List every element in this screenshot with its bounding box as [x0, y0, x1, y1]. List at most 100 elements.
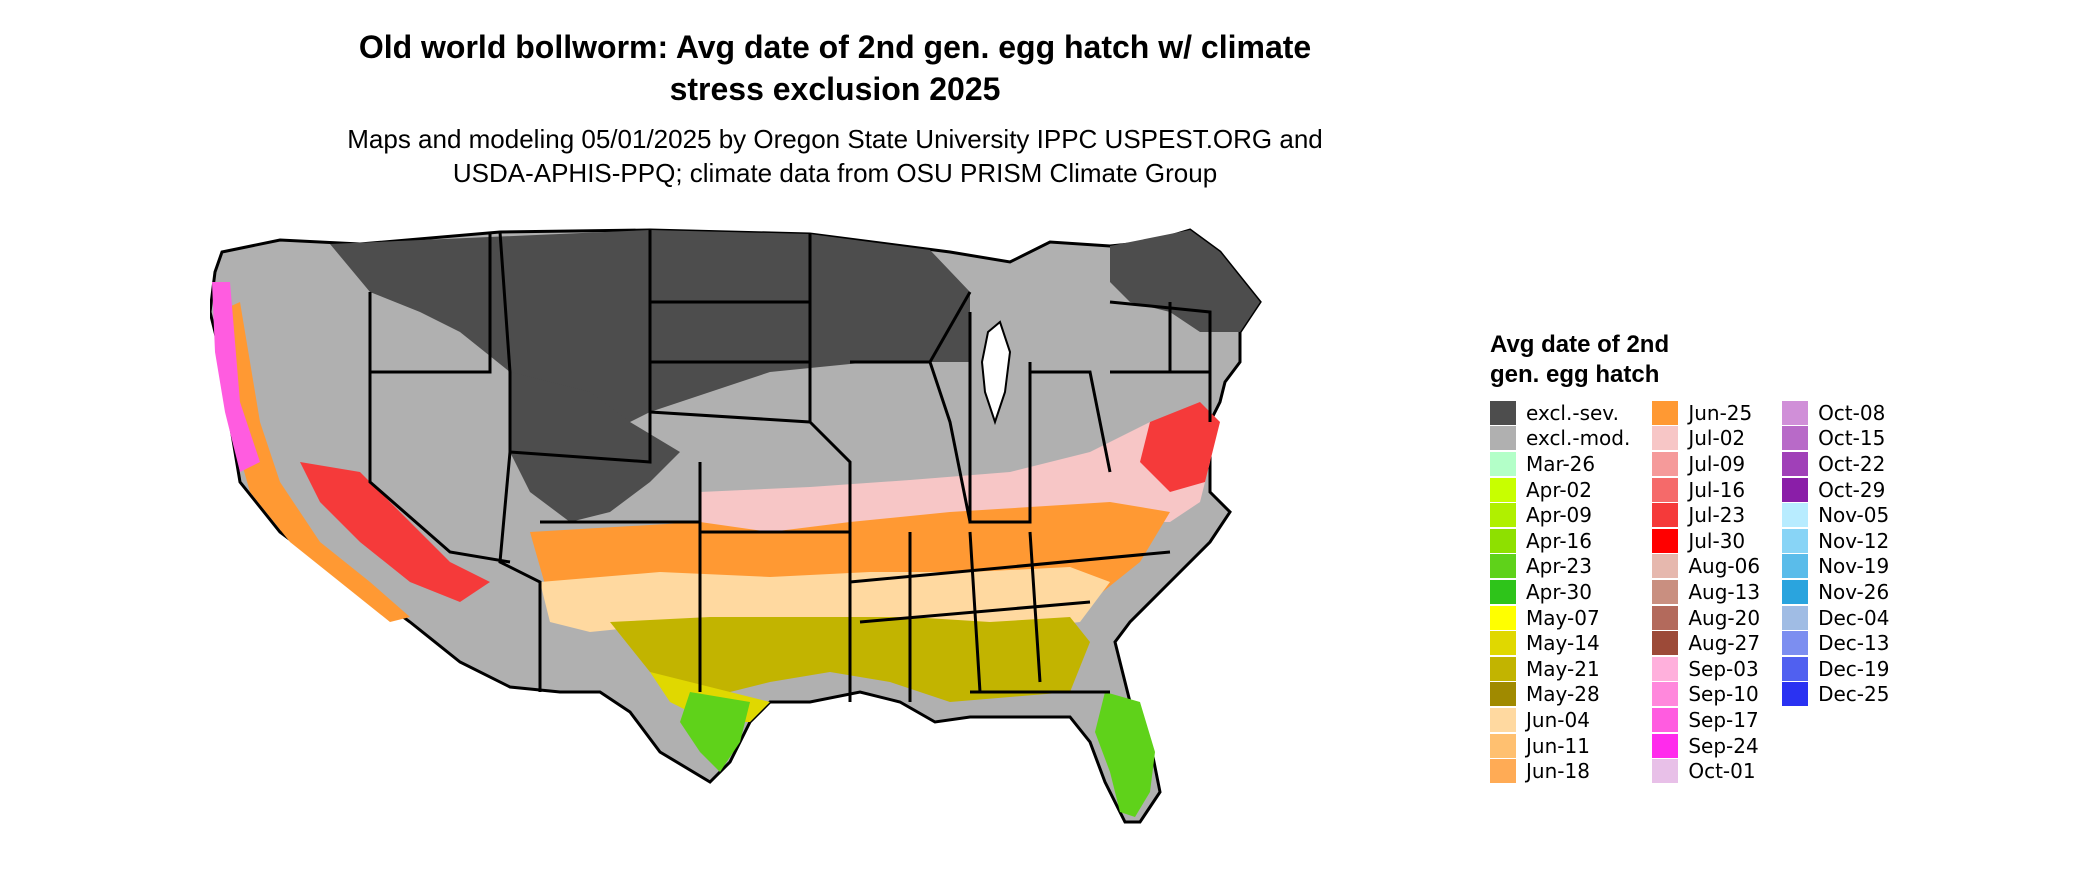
legend-swatch — [1652, 759, 1679, 784]
border-nd-sd — [650, 300, 810, 364]
legend-swatch — [1782, 631, 1809, 656]
legend-label: Sep-03 — [1688, 656, 1759, 681]
legend-label: Sep-17 — [1688, 707, 1759, 732]
legend-label: Aug-13 — [1688, 579, 1761, 604]
legend-swatch — [1652, 605, 1679, 630]
legend-item: Jun-04 — [1490, 707, 1630, 733]
legend-label: Jun-11 — [1526, 733, 1590, 758]
legend-item: May-07 — [1490, 605, 1630, 631]
legend-label: Oct-08 — [1818, 400, 1886, 425]
legend-swatch — [1782, 656, 1809, 681]
legend-label: Jun-18 — [1526, 759, 1590, 784]
legend-label: Apr-09 — [1526, 503, 1592, 528]
legend-swatch — [1652, 528, 1679, 553]
legend-swatch — [1652, 579, 1679, 604]
legend-swatch — [1782, 554, 1809, 579]
legend-item: Oct-08 — [1782, 400, 1889, 426]
legend-item: Oct-15 — [1782, 426, 1889, 452]
legend-label: Oct-29 — [1818, 477, 1886, 502]
legend-swatch — [1782, 605, 1809, 630]
legend-label: Dec-04 — [1818, 605, 1890, 630]
legend-item: May-28 — [1490, 682, 1630, 708]
legend-item: Nov-19 — [1782, 554, 1889, 580]
legend-swatch — [1652, 682, 1679, 707]
legend-title-line-1: Avg date of 2nd — [1490, 331, 1670, 358]
legend-swatch — [1490, 477, 1516, 502]
legend-label: Nov-05 — [1818, 503, 1890, 528]
legend-swatch — [1490, 579, 1516, 604]
legend-item: Dec-13 — [1782, 630, 1889, 656]
legend-swatch — [1490, 554, 1516, 579]
legend-label: Jul-16 — [1688, 477, 1746, 502]
legend-swatch — [1782, 503, 1809, 528]
legend-item: Nov-12 — [1782, 528, 1889, 554]
legend-item: Aug-27 — [1652, 630, 1760, 656]
legend-swatch — [1490, 759, 1516, 784]
legend-swatch — [1652, 400, 1679, 425]
legend-swatch — [1490, 631, 1516, 656]
legend-label: Jul-30 — [1688, 528, 1746, 553]
legend-swatch — [1652, 426, 1679, 451]
legend-item: Jun-18 — [1490, 758, 1630, 784]
legend-title: Avg date of 2nd gen. egg hatch — [1490, 330, 1889, 390]
legend-item: May-14 — [1490, 630, 1630, 656]
legend-label: Dec-13 — [1818, 631, 1890, 656]
legend-item: Sep-24 — [1652, 733, 1760, 759]
border-texas-oklahoma — [698, 532, 852, 702]
legend-item: Oct-22 — [1782, 451, 1889, 477]
legend-column: excl.-sev. excl.-mod. Mar-26 Apr-02 Apr-09 Ap… — [1490, 400, 1630, 784]
legend-swatch — [1652, 631, 1679, 656]
legend-item: Apr-09 — [1490, 502, 1630, 528]
legend-label: May-07 — [1526, 605, 1600, 630]
legend-item: Mar-26 — [1490, 451, 1630, 477]
legend-item: Jun-25 — [1652, 400, 1760, 426]
legend-item: Dec-25 — [1782, 682, 1889, 708]
legend-item: Nov-05 — [1782, 502, 1889, 528]
legend-item: Jul-09 — [1652, 451, 1760, 477]
legend-item: Jul-23 — [1652, 502, 1760, 528]
legend-swatch — [1490, 656, 1516, 681]
legend-item: Dec-04 — [1782, 605, 1889, 631]
map-subtitle-line-2: USDA-APHIS-PPQ; climate data from OSU PR… — [452, 158, 1218, 188]
state-borders — [368, 230, 1212, 702]
border-midwest — [850, 291, 972, 523]
legend-label: Jun-25 — [1688, 400, 1753, 425]
legend-label: Jul-02 — [1688, 426, 1746, 451]
legend-label: Dec-19 — [1818, 656, 1890, 681]
legend-swatch — [1782, 400, 1809, 425]
legend-swatch — [1782, 426, 1809, 451]
legend-item: Oct-29 — [1782, 477, 1889, 503]
legend-label: Oct-01 — [1688, 759, 1756, 784]
legend-label: Oct-22 — [1818, 451, 1886, 476]
region-excl-severe-northeast — [1110, 230, 1260, 332]
region-apr-florida — [1095, 692, 1155, 817]
legend-swatch — [1652, 503, 1679, 528]
legend-label: Mar-26 — [1526, 451, 1596, 476]
map-title: Old world bollworm: Avg date of 2nd gen.… — [140, 26, 1530, 110]
legend-column: Oct-08 Oct-15 Oct-22 Oct-29 Nov-05 Nov-12 Nov-… — [1782, 400, 1889, 784]
border-west-interior — [498, 231, 542, 692]
legend-label: Nov-26 — [1818, 579, 1890, 604]
legend-label: Nov-19 — [1818, 554, 1890, 579]
legend-item: Apr-23 — [1490, 554, 1630, 580]
legend-label: Dec-25 — [1818, 682, 1890, 707]
legend-item: excl.-mod. — [1490, 426, 1630, 452]
border-california-nevada — [368, 372, 511, 564]
region-excl-severe-rockies — [510, 372, 680, 522]
legend-swatch — [1782, 477, 1809, 502]
legend-item: Sep-03 — [1652, 656, 1760, 682]
legend-swatch — [1490, 707, 1516, 732]
border-great-lakes — [968, 312, 1112, 524]
legend-item: Apr-16 — [1490, 528, 1630, 554]
legend-item: Jun-11 — [1490, 733, 1630, 759]
legend-columns: excl.-sev. excl.-mod. Mar-26 Apr-02 Apr-09 Ap… — [1490, 400, 1889, 784]
legend-item: May-21 — [1490, 656, 1630, 682]
legend-label: May-28 — [1526, 682, 1600, 707]
region-southwest-red — [300, 462, 490, 602]
legend-label: Nov-12 — [1818, 528, 1890, 553]
legend-item: Aug-13 — [1652, 579, 1760, 605]
legend-title-line-2: gen. egg hatch — [1490, 361, 1660, 388]
legend-item: Dec-19 — [1782, 656, 1889, 682]
legend-label: May-14 — [1526, 631, 1600, 656]
us-map-svg — [210, 228, 1262, 824]
